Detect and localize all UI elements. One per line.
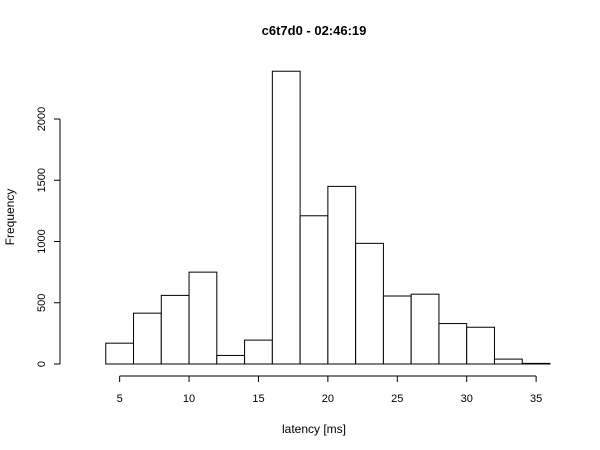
histogram-bar [438, 323, 468, 365]
x-tick-label: 20 [322, 393, 334, 405]
histogram-bar [271, 70, 301, 365]
histogram-bar [244, 339, 273, 365]
x-axis: 5 10 15 20 25 30 35 [117, 375, 542, 405]
histogram-bar [466, 326, 495, 365]
x-tick-label: 30 [461, 393, 473, 405]
histogram-bar [105, 342, 135, 365]
histogram-bar [133, 312, 162, 365]
histogram-bar [382, 295, 412, 365]
histogram-bar [410, 293, 440, 365]
x-axis-label: latency [ms] [282, 422, 346, 436]
x-tick-label: 5 [117, 393, 123, 405]
histogram-bar [160, 294, 190, 365]
x-tick-label: 15 [252, 393, 264, 405]
x-tick-label: 10 [183, 393, 195, 405]
histogram-bar [355, 242, 384, 365]
histogram-bars [105, 70, 551, 365]
histogram-bar [188, 271, 218, 365]
y-tick-label: 0 [36, 361, 48, 367]
y-axis-label: Frequency [3, 189, 17, 246]
y-tick-label: 1000 [36, 229, 48, 253]
y-tick-label: 1500 [36, 168, 48, 192]
histogram-bar [327, 185, 357, 365]
chart-title: c6t7d0 - 02:46:19 [262, 23, 367, 38]
histogram-bar [521, 362, 551, 365]
y-axis: 0 500 1000 1500 2000 [36, 107, 61, 367]
x-tick-label: 25 [391, 393, 403, 405]
histogram-bar [299, 215, 329, 365]
histogram-bar [216, 354, 246, 365]
y-tick-label: 2000 [36, 107, 48, 131]
x-tick-label: 35 [530, 393, 542, 405]
histogram-bar [493, 358, 523, 365]
y-tick-label: 500 [36, 294, 48, 312]
